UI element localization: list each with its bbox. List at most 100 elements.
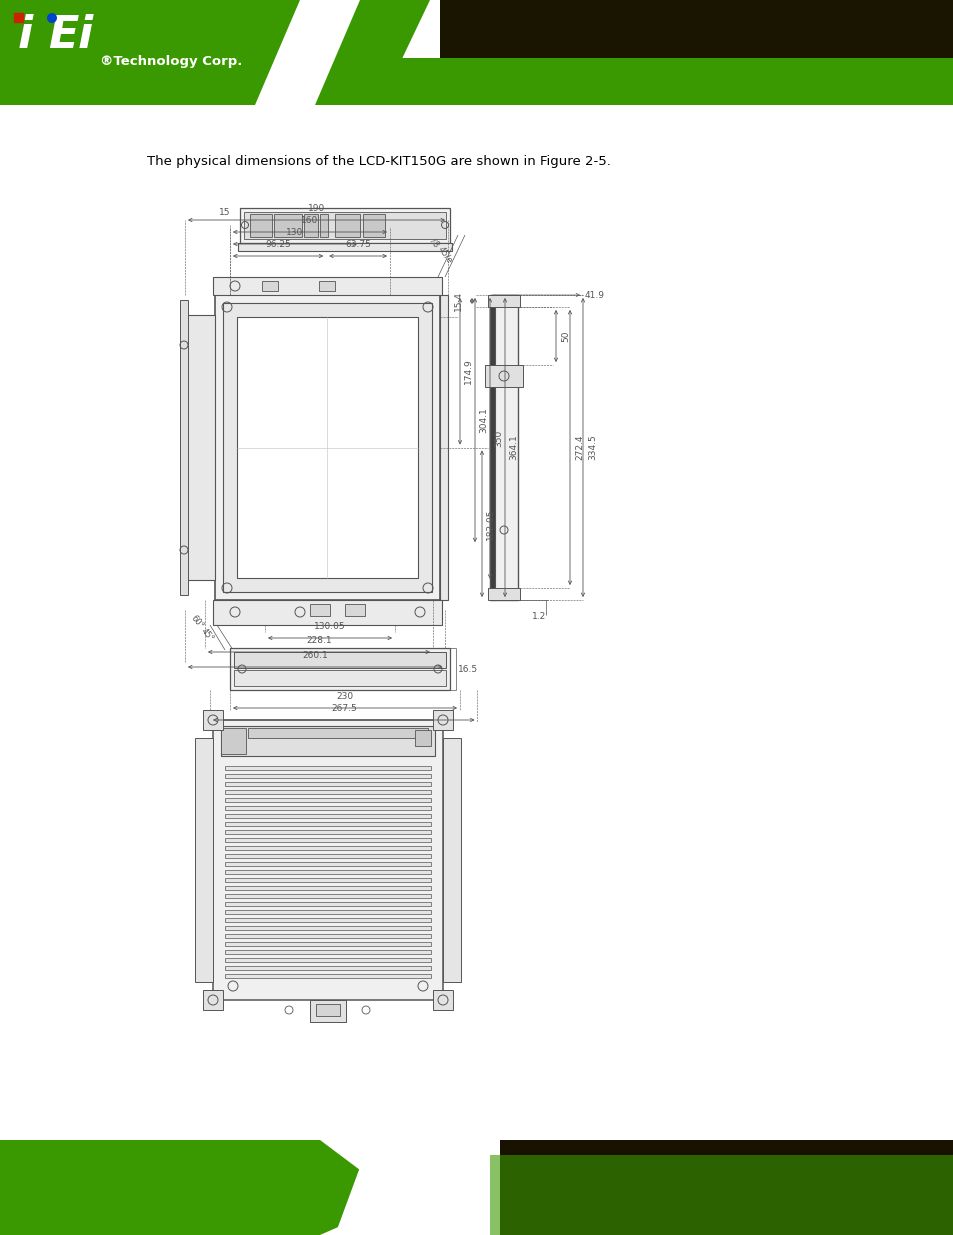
Text: E: E — [48, 14, 78, 57]
Bar — [223, 303, 432, 592]
Bar — [236, 317, 417, 578]
Bar — [488, 588, 519, 600]
Bar — [490, 295, 495, 600]
Bar — [225, 958, 431, 962]
Text: 130.05: 130.05 — [314, 622, 345, 631]
Polygon shape — [0, 1200, 399, 1235]
Bar — [248, 727, 428, 739]
Bar — [488, 295, 519, 308]
Bar — [304, 214, 317, 237]
Text: 304.1: 304.1 — [478, 408, 488, 433]
Bar — [490, 295, 517, 600]
Bar — [225, 823, 431, 826]
Text: ®Technology Corp.: ®Technology Corp. — [100, 56, 242, 68]
Text: 60°: 60° — [189, 614, 205, 631]
Polygon shape — [499, 1140, 953, 1235]
Bar — [221, 727, 246, 755]
Text: 63.75: 63.75 — [345, 240, 371, 249]
Text: 45/e: 45/e — [436, 245, 454, 266]
Text: 16.5: 16.5 — [457, 664, 477, 673]
Bar — [240, 207, 450, 243]
Bar — [225, 774, 431, 778]
Text: 96.25: 96.25 — [265, 240, 291, 249]
Text: 130: 130 — [286, 228, 303, 237]
Bar — [203, 990, 223, 1010]
Bar — [310, 1000, 346, 1023]
Bar — [213, 720, 442, 1000]
Text: 190: 190 — [308, 204, 325, 212]
Bar — [225, 766, 431, 769]
Text: 41.9: 41.9 — [584, 290, 604, 300]
Bar — [213, 600, 441, 625]
Bar — [225, 782, 431, 785]
Text: 230: 230 — [336, 692, 354, 701]
Bar — [237, 243, 452, 251]
Text: 174.9: 174.9 — [463, 358, 473, 384]
Text: 50: 50 — [560, 330, 569, 342]
Polygon shape — [280, 0, 345, 105]
Bar — [225, 885, 431, 890]
Bar — [203, 710, 223, 730]
Polygon shape — [0, 1140, 399, 1200]
Circle shape — [47, 14, 57, 23]
Text: 272.4: 272.4 — [575, 435, 583, 461]
Bar — [230, 648, 450, 690]
Bar — [225, 839, 431, 842]
Bar — [225, 862, 431, 866]
Text: i: i — [18, 14, 33, 57]
Bar — [433, 710, 453, 730]
Bar — [225, 942, 431, 946]
Bar — [185, 315, 214, 580]
Bar — [225, 853, 431, 858]
Text: 267.5: 267.5 — [331, 704, 356, 713]
Polygon shape — [254, 0, 359, 105]
Bar — [244, 212, 446, 240]
Bar — [225, 830, 431, 834]
Bar — [225, 950, 431, 953]
Text: 160: 160 — [301, 216, 318, 225]
Text: 334.5: 334.5 — [587, 435, 597, 461]
Bar — [433, 990, 453, 1010]
Bar — [225, 798, 431, 802]
Text: 350: 350 — [494, 430, 502, 447]
Bar — [225, 974, 431, 978]
Bar — [194, 739, 213, 982]
Bar — [439, 295, 448, 600]
Bar — [225, 918, 431, 923]
Text: 182.05: 182.05 — [485, 508, 495, 540]
Polygon shape — [439, 0, 953, 58]
Bar — [225, 869, 431, 874]
Bar — [225, 934, 431, 939]
Polygon shape — [330, 58, 953, 105]
Text: The physical dimensions of the LCD-KIT150G are shown in Figure 2-5.: The physical dimensions of the LCD-KIT15… — [147, 156, 610, 168]
Bar — [318, 282, 335, 291]
Bar — [319, 214, 328, 237]
Bar — [345, 604, 365, 616]
Bar — [274, 214, 302, 237]
Bar — [221, 726, 435, 756]
Text: 1.2: 1.2 — [532, 613, 546, 621]
Bar — [310, 604, 330, 616]
Bar — [214, 295, 439, 600]
Bar — [233, 652, 446, 668]
Text: i: i — [78, 14, 93, 57]
Text: 260.1: 260.1 — [302, 651, 328, 659]
Bar — [442, 739, 460, 982]
Bar — [225, 894, 431, 898]
Bar — [225, 902, 431, 906]
Bar — [415, 730, 431, 746]
Bar — [225, 814, 431, 818]
Bar — [225, 966, 431, 969]
Bar — [335, 214, 359, 237]
Text: 15.4: 15.4 — [454, 291, 462, 311]
Polygon shape — [490, 1155, 953, 1235]
Bar — [225, 806, 431, 810]
Bar — [363, 214, 385, 237]
Text: 45°: 45° — [198, 626, 215, 643]
Bar — [213, 277, 441, 295]
Bar — [225, 910, 431, 914]
Polygon shape — [0, 0, 430, 105]
Text: 228.1: 228.1 — [306, 636, 332, 645]
Bar — [225, 846, 431, 850]
Polygon shape — [335, 1140, 430, 1235]
